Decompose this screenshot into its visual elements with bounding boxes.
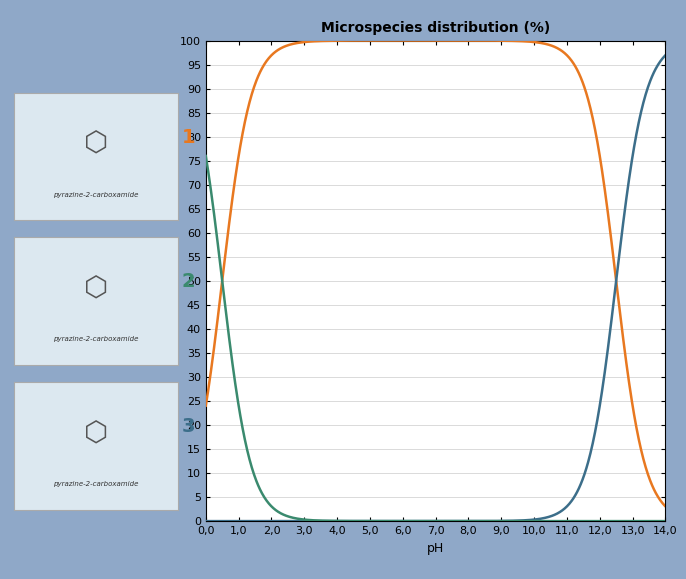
Text: pyrazine-2-carboxamide: pyrazine-2-carboxamide [54, 336, 139, 342]
Text: pyrazine-2-carboxamide: pyrazine-2-carboxamide [54, 192, 139, 197]
Text: 2: 2 [182, 273, 196, 291]
X-axis label: pH: pH [427, 541, 445, 555]
Text: 3: 3 [182, 417, 196, 436]
Title: Microspecies distribution (%): Microspecies distribution (%) [321, 21, 550, 35]
Text: ⬡: ⬡ [84, 419, 108, 447]
Text: pyrazine-2-carboxamide: pyrazine-2-carboxamide [54, 481, 139, 487]
Text: ⬡: ⬡ [84, 130, 108, 157]
Text: ⬡: ⬡ [84, 274, 108, 302]
Text: 1: 1 [182, 128, 196, 146]
